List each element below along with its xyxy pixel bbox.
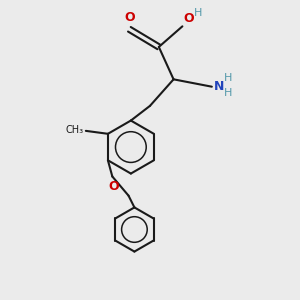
- Text: O: O: [109, 180, 119, 193]
- Text: O: O: [124, 11, 135, 24]
- Text: CH₃: CH₃: [65, 125, 83, 135]
- Text: O: O: [184, 12, 194, 25]
- Text: N: N: [214, 80, 225, 93]
- Text: H: H: [224, 74, 232, 83]
- Text: H: H: [194, 8, 202, 18]
- Text: H: H: [224, 88, 232, 98]
